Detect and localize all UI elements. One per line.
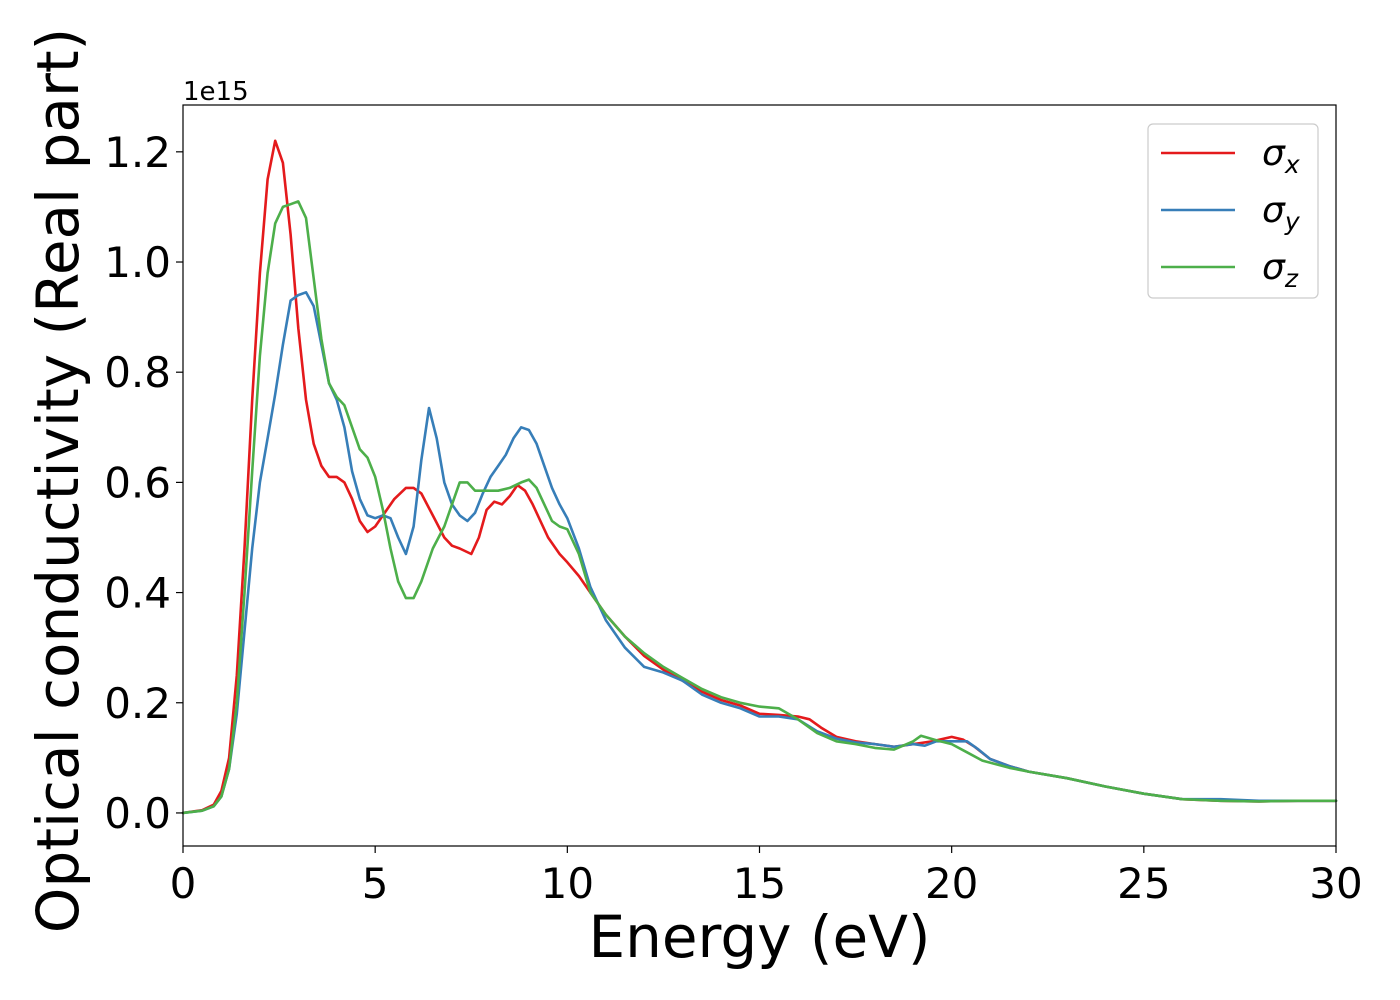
x-tick-label: 10 bbox=[541, 859, 594, 908]
legend-symbol: σ bbox=[1262, 133, 1286, 174]
y-tick-label: 0.8 bbox=[104, 348, 171, 397]
y-tick-label: 0.4 bbox=[104, 569, 171, 618]
y-tick-label: 0.0 bbox=[104, 789, 171, 838]
series-line-sigma-z bbox=[181, 200, 1338, 815]
legend-entry-sigma-y: σy bbox=[1161, 190, 1301, 236]
legend-subscript: y bbox=[1284, 207, 1301, 236]
y-axis-label: Optical conductivity (Real part) bbox=[24, 28, 92, 933]
x-axis-ticks: 0 5 10 15 20 25 30 bbox=[170, 846, 1363, 908]
x-tick-label: 30 bbox=[1309, 859, 1362, 908]
y-tick-label: 1.0 bbox=[104, 238, 171, 287]
plot-lines bbox=[181, 139, 1338, 815]
y-axis-offset-text: 1e15 bbox=[183, 77, 249, 107]
y-tick-label: 0.6 bbox=[104, 458, 171, 507]
x-tick-label: 25 bbox=[1117, 859, 1170, 908]
series-line-sigma-x bbox=[181, 139, 1338, 815]
x-axis-label: Energy (eV) bbox=[588, 903, 930, 971]
legend-subscript: z bbox=[1284, 264, 1299, 293]
legend-symbol: σ bbox=[1262, 247, 1286, 288]
legend-label-x: σx bbox=[1262, 133, 1300, 179]
legend-entry-sigma-z: σz bbox=[1161, 247, 1299, 293]
legend-label-y: σy bbox=[1262, 190, 1301, 236]
x-tick-label: 0 bbox=[170, 859, 197, 908]
x-tick-label: 5 bbox=[362, 859, 389, 908]
legend-symbol: σ bbox=[1262, 190, 1286, 231]
legend-subscript: x bbox=[1284, 150, 1300, 179]
legend-label-z: σz bbox=[1262, 247, 1299, 293]
y-tick-label: 1.2 bbox=[104, 128, 171, 177]
legend-entry-sigma-x: σx bbox=[1161, 133, 1300, 179]
x-tick-label: 15 bbox=[733, 859, 786, 908]
y-tick-label: 0.2 bbox=[104, 679, 171, 728]
x-tick-label: 20 bbox=[925, 859, 978, 908]
y-axis-ticks: 0.0 0.2 0.4 0.6 0.8 1.0 1.2 bbox=[104, 128, 183, 838]
